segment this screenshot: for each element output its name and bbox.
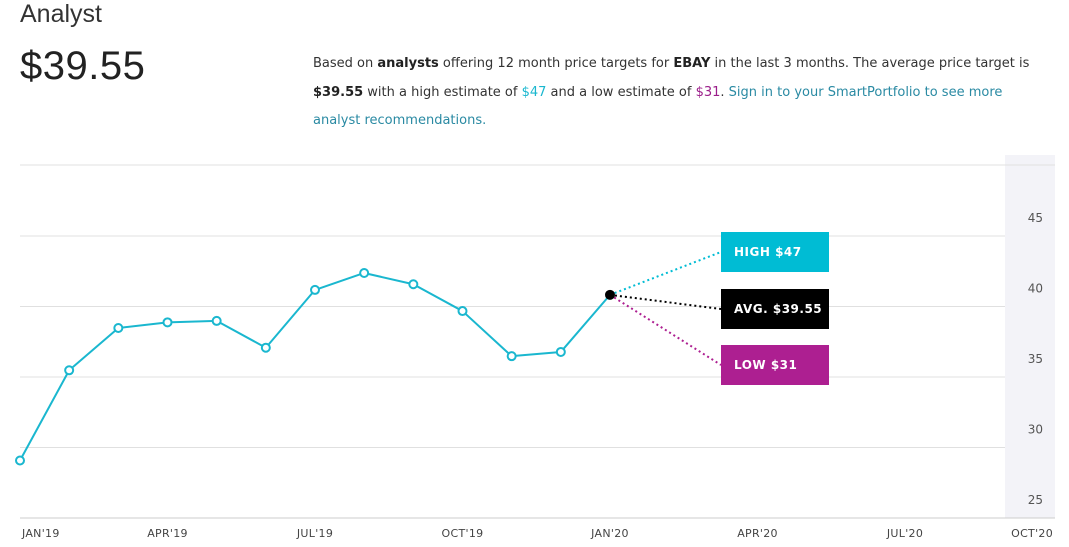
low-estimate-box [721,345,829,385]
x-tick-label-0: JAN'19 [21,527,60,540]
y-tick-label-45: 45 [1028,211,1043,225]
price-point [260,342,271,353]
price-point [408,279,419,290]
avg-estimate-label: AVG. $39.55 [734,302,822,316]
x-tick-label-3: OCT'19 [442,527,484,540]
y-tick-label-30: 30 [1028,423,1043,437]
high-estimate-box [721,232,829,272]
average-price-target: $39.55 [20,44,146,88]
price-point [15,455,25,466]
desc-text-3: in the last 3 months. The average price … [710,56,1030,71]
y-tick-label-25: 25 [1028,493,1043,507]
price-line [19,271,611,461]
price-point [162,317,173,328]
desc-text-6: . [720,84,729,100]
analyst-description: Based on analysts offering 12 month pric… [313,50,1053,136]
desc-ticker: EBAY [673,56,711,71]
price-point [555,346,566,357]
x-tick-label-7: OCT'20 [1011,527,1053,540]
desc-text-4: with a high estimate of [363,84,522,100]
desc-text-2: offering 12 month price targets for [438,56,674,71]
avg-estimate-box [721,289,829,329]
desc-low: $31 [695,84,721,100]
y-tick-label-35: 35 [1028,352,1043,366]
price-point [506,351,517,362]
desc-avg: $39.55 [313,84,364,100]
x-tick-label-4: JAN'20 [590,527,629,540]
low-estimate-label: LOW $31 [734,358,797,372]
x-tick-label-6: JUL'20 [886,527,923,540]
y-tick-label-40: 40 [1028,282,1043,296]
desc-text-5: and a low estimate of [546,84,696,100]
x-tick-label-2: JUL'19 [296,527,333,540]
desc-analysts: analysts [377,56,439,71]
section-title: Analyst [20,0,102,28]
current-price-point [605,289,615,300]
smartportfolio-signin-link[interactable]: Sign in to your SmartPortfolio to see mo… [313,84,1003,129]
desc-high: $47 [521,84,547,100]
x-tick-label-1: APR'19 [147,527,188,540]
y-axis-band [1005,155,1055,518]
price-point [310,284,320,295]
avg-forecast-line [609,293,722,310]
desc-text-1: Based on [313,56,378,71]
price-point [359,267,370,278]
high-forecast-line [609,251,722,296]
low-forecast-line [609,293,722,366]
x-tick-label-5: APR'20 [737,527,778,540]
price-point [64,365,75,376]
high-estimate-label: HIGH $47 [734,245,802,259]
price-point [457,306,468,317]
price-point [211,315,222,326]
price-point [113,322,124,333]
